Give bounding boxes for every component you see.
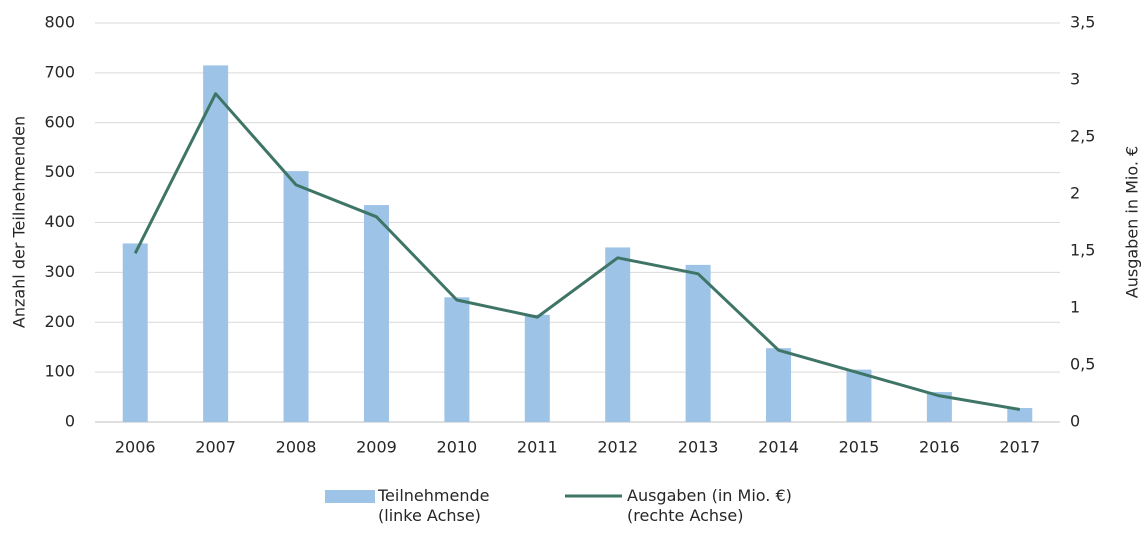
line — [133, 92, 1021, 411]
bar — [203, 65, 229, 423]
y-tick-label: 500 — [44, 162, 75, 181]
y-tick-label: 300 — [44, 262, 75, 281]
y2-tick-label: 0,5 — [1070, 355, 1095, 374]
y2-tick-label: 2 — [1070, 184, 1080, 203]
bar — [1007, 408, 1033, 422]
x-tick-label: 2008 — [276, 438, 317, 457]
y2-axis-label: Ausgaben in Mio. € — [1123, 146, 1142, 298]
y-tick-label: 400 — [44, 212, 75, 231]
legend-bar-swatch — [325, 490, 375, 503]
x-tick-label: 2013 — [678, 438, 719, 457]
bar — [766, 348, 792, 422]
x-tick-label: 2012 — [597, 438, 638, 457]
x-tick-label: 2011 — [517, 438, 558, 457]
x-tick-label: 2014 — [758, 438, 799, 457]
y2-tick-label: 1,5 — [1070, 241, 1095, 260]
x-tick-label: 2015 — [839, 438, 880, 457]
legend-label: Ausgaben (in Mio. €) (rechte Achse) — [627, 486, 792, 525]
bar — [363, 205, 389, 422]
x-tick-label: 2016 — [919, 438, 960, 457]
y-tick-label: 0 — [65, 412, 75, 431]
y-tick-label: 100 — [44, 362, 75, 381]
bar — [283, 171, 309, 422]
y2-tick-label: 2,5 — [1070, 127, 1095, 146]
x-tick-label: 2017 — [999, 438, 1040, 457]
y2-tick-label: 3 — [1070, 70, 1080, 89]
bar — [524, 314, 550, 422]
legend-label: Teilnehmende (linke Achse) — [378, 486, 490, 525]
y2-tick-label: 1 — [1070, 298, 1080, 317]
bar — [444, 297, 470, 422]
x-tick-label: 2010 — [437, 438, 478, 457]
bar — [122, 243, 148, 422]
y2-tick-label: 0 — [1070, 412, 1080, 431]
x-tick-label: 2007 — [195, 438, 236, 457]
y-axis-label: Anzahl der Teilnehmenden — [10, 116, 29, 328]
x-tick-label: 2009 — [356, 438, 397, 457]
bar — [846, 369, 872, 422]
bar — [605, 247, 631, 422]
x-tick-label: 2006 — [115, 438, 156, 457]
y-tick-label: 700 — [44, 62, 75, 81]
y-tick-label: 600 — [44, 112, 75, 131]
y-tick-label: 800 — [44, 13, 75, 32]
bar — [685, 264, 711, 422]
y2-tick-label: 3,5 — [1070, 13, 1095, 32]
y-tick-label: 200 — [44, 312, 75, 331]
